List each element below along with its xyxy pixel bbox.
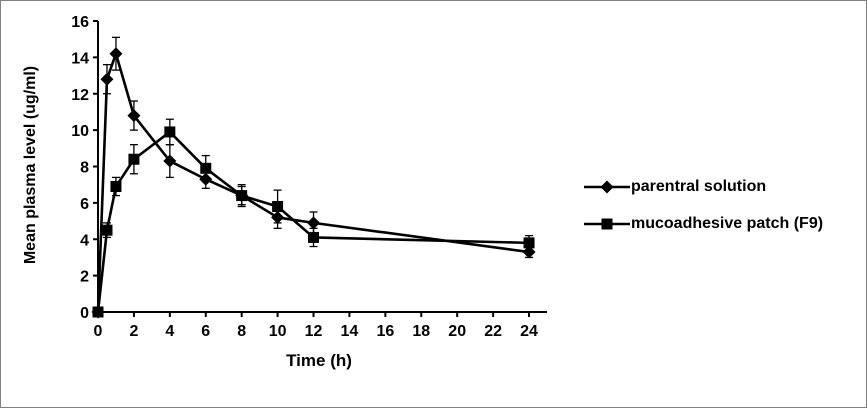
svg-text:0: 0: [94, 323, 103, 340]
svg-text:16: 16: [376, 323, 394, 340]
svg-text:2: 2: [80, 269, 89, 286]
svg-text:18: 18: [412, 323, 430, 340]
legend-item-mucoadhesive-patch: mucoadhesive patch (F9): [584, 205, 823, 242]
legend-label: parentral solution: [631, 177, 767, 195]
svg-text:0: 0: [80, 305, 89, 322]
square-line-marker-icon: [584, 218, 630, 229]
svg-text:8: 8: [237, 323, 246, 340]
svg-text:4: 4: [165, 323, 174, 340]
legend-label: mucoadhesive patch (F9): [631, 214, 824, 232]
x-axis-label: Time (h): [286, 351, 352, 370]
svg-text:14: 14: [341, 323, 359, 340]
svg-text:12: 12: [305, 323, 323, 340]
chart-legend: parentral solution mucoadhesive patch (F…: [584, 168, 823, 242]
y-axis-label: Mean plasma level (ug/ml): [22, 65, 39, 265]
svg-text:6: 6: [80, 196, 89, 213]
svg-text:22: 22: [484, 323, 502, 340]
svg-text:20: 20: [448, 323, 466, 340]
legend-item-parentral-solution: parentral solution: [584, 168, 823, 205]
svg-text:14: 14: [71, 50, 89, 67]
svg-text:10: 10: [71, 123, 89, 140]
svg-text:6: 6: [201, 323, 210, 340]
svg-text:16: 16: [71, 14, 89, 31]
svg-text:12: 12: [71, 87, 89, 104]
svg-text:2: 2: [129, 323, 138, 340]
diamond-line-marker-icon: [584, 180, 630, 193]
svg-text:4: 4: [80, 232, 89, 249]
svg-text:10: 10: [269, 323, 287, 340]
svg-text:8: 8: [80, 160, 89, 177]
svg-text:24: 24: [520, 323, 538, 340]
